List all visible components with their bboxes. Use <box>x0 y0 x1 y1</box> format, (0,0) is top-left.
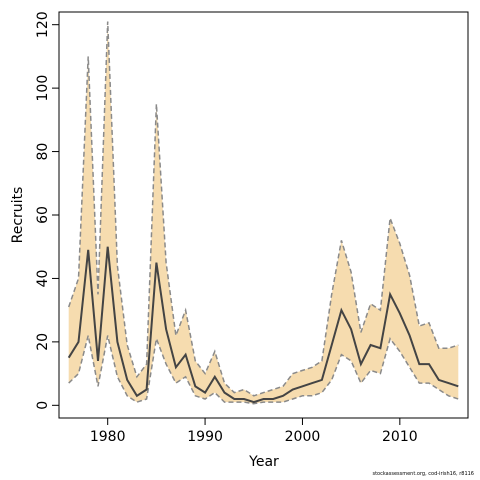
source-footnote: stockassessment.org, cod-irish16, r8116 <box>372 471 474 477</box>
lower-bound-line <box>68 335 459 405</box>
y-axis-title: Recruits <box>10 187 26 244</box>
x-tick-label: 2000 <box>285 429 321 445</box>
y-tick-label: 0 <box>35 401 51 410</box>
x-axis: 1980 1990 2000 2010 <box>90 417 418 445</box>
y-tick-label: 40 <box>35 270 51 288</box>
confidence-band <box>68 21 459 404</box>
y-tick-label: 80 <box>35 143 51 161</box>
x-axis-title: Year <box>248 454 279 470</box>
y-tick-label: 100 <box>35 75 51 102</box>
x-tick-label: 1980 <box>90 429 126 445</box>
recruits-estimate-line <box>67 246 459 404</box>
y-tick-label: 20 <box>35 333 51 351</box>
x-tick-label: 2010 <box>382 429 418 445</box>
x-tick-label: 1990 <box>187 429 223 445</box>
y-axis: 0 20 40 60 80 100 120 <box>35 11 60 410</box>
upper-bound-line <box>67 21 459 397</box>
y-tick-label: 60 <box>35 206 51 224</box>
y-tick-label: 120 <box>35 11 51 38</box>
